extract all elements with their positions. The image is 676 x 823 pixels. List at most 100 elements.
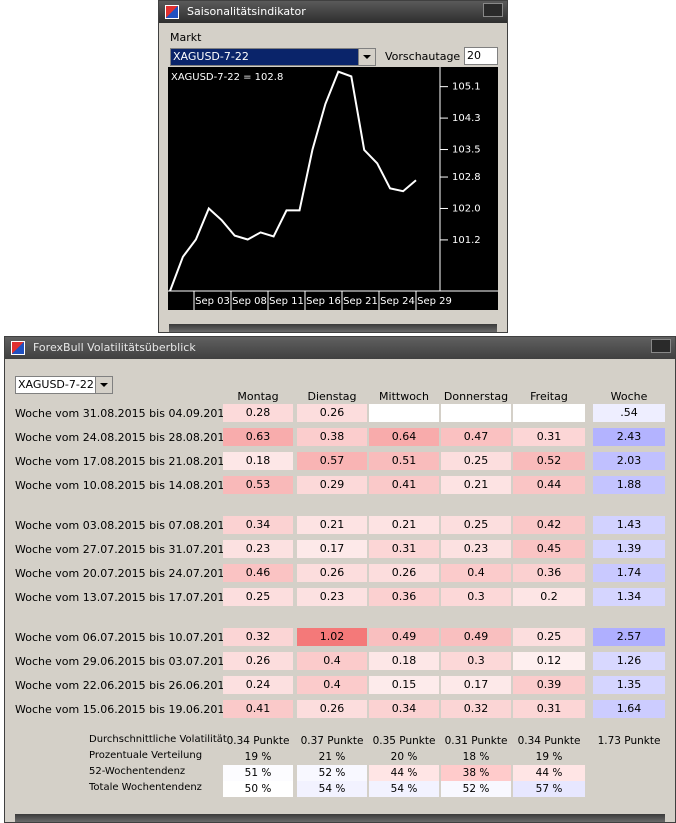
summary-cell: 51 % [223,765,293,781]
window-bottom-bar [15,814,665,822]
volatility-cell: 0.63 [223,428,293,446]
row-label: Woche vom 03.08.2015 bis 07.08.2015 [15,519,232,532]
column-header: Montag [237,390,279,403]
row-label: Woche vom 10.08.2015 bis 14.08.2015 [15,479,232,492]
window-bottom-bar [169,324,497,332]
summary-cell: 54 % [297,781,367,797]
volatility-cell: 0.49 [369,628,439,646]
volatility-cell: 0.36 [513,564,585,582]
volatility-cell: 0.21 [441,476,511,494]
volatility-cell [513,404,585,422]
volatility-cell: 0.21 [297,516,367,534]
volatility-cell: 0.31 [513,428,585,446]
volatility-cell: 0.26 [223,652,293,670]
volatility-cell: 0.26 [369,564,439,582]
window-title: Saisonalitätsindikator [187,5,306,18]
volatility-cell: 0.34 [369,700,439,718]
volatility-cell: 0.25 [223,588,293,606]
volatility-cell: 0.26 [297,700,367,718]
volatility-cell: 0.29 [297,476,367,494]
row-label: Woche vom 06.07.2015 bis 10.07.2015 [15,631,232,644]
row-label: Woche vom 17.08.2015 bis 21.08.2015 [15,455,232,468]
window-icon [165,5,179,19]
summary-cell: 0.34 Punkte [226,735,290,747]
volatility-cell: 0.52 [513,452,585,470]
row-label: Woche vom 22.06.2015 bis 26.06.2015 [15,679,232,692]
volatility-cell: 0.12 [513,652,585,670]
x-tick-label: Sep 08 [232,296,267,307]
y-tick-label: 103.5 [452,145,481,156]
volatility-cell: 0.51 [369,452,439,470]
volatility-window: ForexBull Volatilitätsüberblick XAGUSD-7… [4,336,676,823]
x-tick-label: Sep 03 [195,296,230,307]
window-icon [11,341,25,355]
week-cell: 1.39 [593,540,665,558]
indicator-window: Saisonalitätsindikator Markt XAGUSD-7-22… [158,0,508,333]
summary-cell: 0.31 Punkte [444,735,508,747]
volatility-cell: 0.23 [223,540,293,558]
volatility-cell: 0.34 [223,516,293,534]
chart-label: XAGUSD-7-22 = 102.8 [171,72,283,83]
volatility-cell [369,404,439,422]
volatility-cell: 0.45 [513,540,585,558]
preview-label: Vorschautage [385,50,461,63]
summary-cell: 44 % [369,765,439,781]
summary-cell: 0.37 Punkte [300,735,364,747]
volatility-cell: 0.17 [441,676,511,694]
volatility-cell: 0.49 [441,628,511,646]
summary-cell: 54 % [369,781,439,797]
volatility-cell: 0.38 [297,428,367,446]
week-cell: 1.74 [593,564,665,582]
close-button[interactable] [483,3,503,17]
preview-input[interactable]: 20 [464,47,498,65]
volatility-cell: 0.3 [441,652,511,670]
volatility-cell: 0.53 [223,476,293,494]
volatility-cell: 0.4 [297,652,367,670]
week-cell: 1.64 [593,700,665,718]
chart: XAGUSD-7-22 = 102.8 105.1 104.3 103.5 102.8… [168,67,498,310]
week-cell: 2.57 [593,628,665,646]
y-tick-label: 102.8 [452,172,481,183]
volatility-cell: 0.17 [297,540,367,558]
summary-cell: 19 % [535,751,563,763]
volatility-cell: 0.39 [513,676,585,694]
volatility-cell: 0.21 [369,516,439,534]
column-header: Woche [610,390,648,403]
row-label: Woche vom 15.06.2015 bis 19.06.2015 [15,703,232,716]
summary-cell: 18 % [462,751,490,763]
summary-label: Prozentuale Verteilung [89,750,203,761]
volatility-cell: 0.41 [223,700,293,718]
column-header: Freitag [530,390,568,403]
summary-cell: 1.73 Punkte [597,735,661,747]
volatility-cell: 0.41 [369,476,439,494]
column-header: Donnerstag [443,390,509,403]
volatility-cell: 0.3 [441,588,511,606]
market-select[interactable]: XAGUSD-7-22 [170,48,376,66]
volatility-cell: 0.46 [223,564,293,582]
volatility-cell: 0.25 [441,516,511,534]
y-tick-label: 105.1 [452,82,481,93]
close-button[interactable] [651,339,671,353]
volatility-cell: 0.57 [297,452,367,470]
row-label: Woche vom 13.07.2015 bis 17.07.2015 [15,591,232,604]
volatility-cell: 0.31 [513,700,585,718]
preview-value: 20 [467,49,481,62]
volatility-cell [441,404,511,422]
volatility-cell: 0.18 [369,652,439,670]
volatility-cell: 0.42 [513,516,585,534]
volatility-cell: 0.36 [369,588,439,606]
summary-cell: 0.34 Punkte [517,735,581,747]
dropdown-arrow [95,377,112,393]
row-label: Woche vom 31.08.2015 bis 04.09.2015 [15,407,232,420]
summary-cell: 19 % [244,751,272,763]
x-tick-label: Sep 24 [380,296,415,307]
volatility-cell: 1.02 [297,628,367,646]
y-tick-label: 102.0 [452,203,481,214]
volatility-cell: 0.25 [441,452,511,470]
volatility-cell: 0.32 [441,700,511,718]
market-value: XAGUSD-7-22 [18,378,94,391]
row-label: Woche vom 27.07.2015 bis 31.07.2015 [15,543,232,556]
market-select[interactable]: XAGUSD-7-22 [15,376,113,394]
column-header: Dienstag [307,390,357,403]
